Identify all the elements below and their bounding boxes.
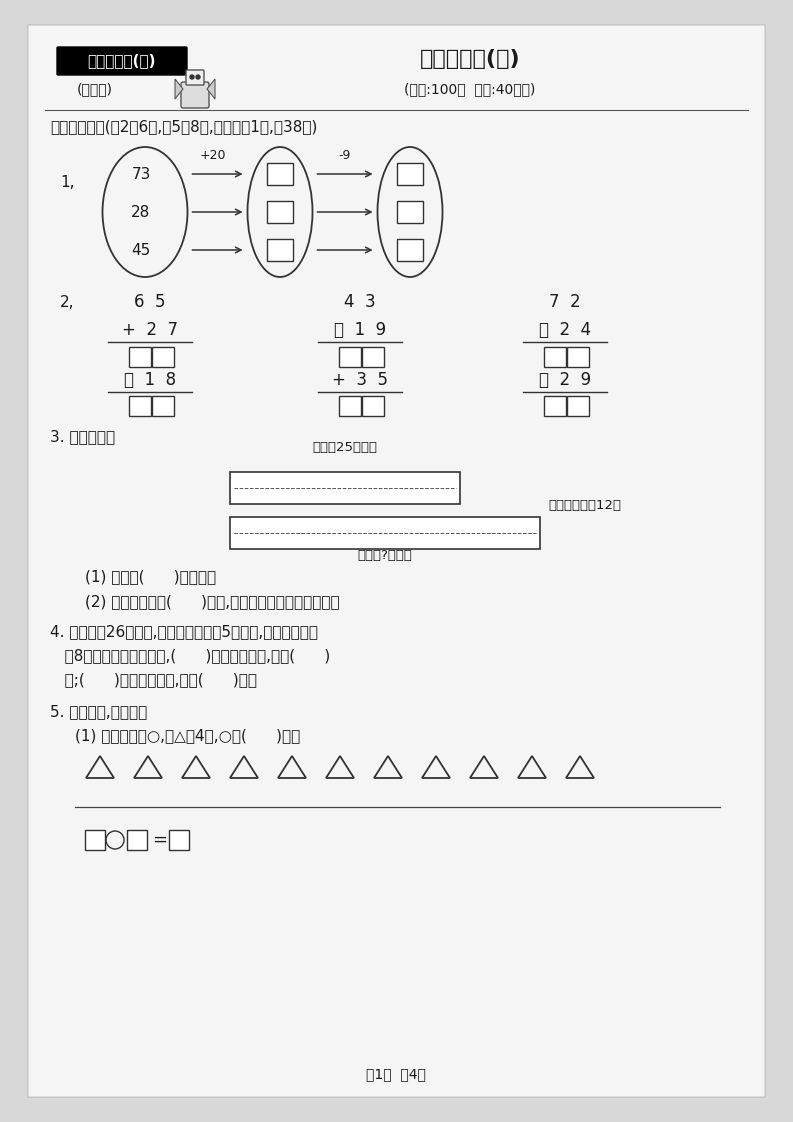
- FancyBboxPatch shape: [57, 47, 187, 75]
- Bar: [169, 830, 189, 850]
- Bar: [339, 347, 361, 367]
- Text: 4. 小文写了26个大字,小丽比小文多写5个大字,小明比小文少: 4. 小文写了26个大字,小丽比小文多写5个大字,小明比小文少: [50, 625, 318, 640]
- Text: (江苏版): (江苏版): [77, 82, 113, 96]
- Bar: [397, 163, 423, 185]
- Bar: [567, 347, 589, 367]
- Text: 5. 先画一画,再解答。: 5. 先画一画,再解答。: [50, 705, 147, 719]
- Text: (2) 小明送给小丽(      )张后,两人的卡片张数就同样多。: (2) 小明送给小丽( )张后,两人的卡片张数就同样多。: [85, 595, 339, 609]
- Bar: [129, 396, 151, 416]
- Bar: [397, 201, 423, 223]
- Text: 个;(      )写的大字最少,写了(      )个。: 个;( )写的大字最少,写了( )个。: [50, 672, 257, 688]
- Polygon shape: [175, 79, 183, 99]
- Text: +  3  5: + 3 5: [332, 371, 388, 389]
- Text: 小明比小丽多12张: 小明比小丽多12张: [548, 498, 621, 512]
- Bar: [397, 239, 423, 261]
- Text: －  1  8: － 1 8: [124, 371, 176, 389]
- Text: (1) 在横线上画○,比△少4个,○有(      )个。: (1) 在横线上画○,比△少4个,○有( )个。: [75, 728, 301, 744]
- Circle shape: [196, 75, 200, 79]
- Text: 分类测评卷(一): 分类测评卷(一): [419, 49, 520, 68]
- Text: 小丽有25张卡片: 小丽有25张卡片: [312, 441, 377, 453]
- Circle shape: [190, 75, 194, 79]
- Bar: [362, 347, 384, 367]
- Bar: [362, 396, 384, 416]
- Bar: [544, 347, 566, 367]
- Text: －  1  9: － 1 9: [334, 321, 386, 339]
- Text: 28: 28: [132, 204, 151, 220]
- Text: 写8个大字。三个人相比,(      )写的大字最多,写了(      ): 写8个大字。三个人相比,( )写的大字最多,写了( ): [50, 649, 330, 663]
- Bar: [85, 830, 105, 850]
- Text: 45: 45: [132, 242, 151, 258]
- Polygon shape: [207, 79, 215, 99]
- Text: +20: +20: [199, 148, 226, 162]
- FancyBboxPatch shape: [181, 82, 209, 108]
- Text: 第1页  共4页: 第1页 共4页: [366, 1067, 426, 1080]
- Text: +  2  7: + 2 7: [122, 321, 178, 339]
- Bar: [567, 396, 589, 416]
- Bar: [230, 517, 540, 549]
- Bar: [544, 396, 566, 416]
- Text: (满分:100分  时间:40分钟): (满分:100分 时间:40分钟): [404, 82, 536, 96]
- Text: 一、填一填。(第2题6分,第5题8分,其余每空1分,共38分): 一、填一填。(第2题6分,第5题8分,其余每空1分,共38分): [50, 120, 317, 135]
- Text: 2,: 2,: [60, 294, 75, 310]
- FancyBboxPatch shape: [186, 70, 204, 85]
- Bar: [127, 830, 147, 850]
- Text: (1) 小明有(      )张卡片。: (1) 小明有( )张卡片。: [85, 570, 216, 585]
- Text: 1,: 1,: [60, 175, 75, 190]
- FancyBboxPatch shape: [28, 25, 765, 1097]
- Text: 6  5: 6 5: [134, 293, 166, 311]
- Bar: [152, 396, 174, 416]
- Text: －  2  4: － 2 4: [539, 321, 591, 339]
- Bar: [267, 163, 293, 185]
- Text: 小明有?张卡片: 小明有?张卡片: [358, 549, 412, 561]
- Text: 73: 73: [132, 166, 151, 182]
- Bar: [339, 396, 361, 416]
- Bar: [129, 347, 151, 367]
- Bar: [267, 201, 293, 223]
- Text: 4  3: 4 3: [344, 293, 376, 311]
- Text: -9: -9: [339, 148, 351, 162]
- Text: 7  2: 7 2: [550, 293, 580, 311]
- Text: 3. 看图填空。: 3. 看图填空。: [50, 430, 115, 444]
- Text: －  2  9: － 2 9: [539, 371, 591, 389]
- Bar: [152, 347, 174, 367]
- Text: =: =: [152, 831, 167, 849]
- Text: 二年级数学(上): 二年级数学(上): [88, 54, 156, 68]
- Bar: [267, 239, 293, 261]
- Bar: [230, 472, 460, 504]
